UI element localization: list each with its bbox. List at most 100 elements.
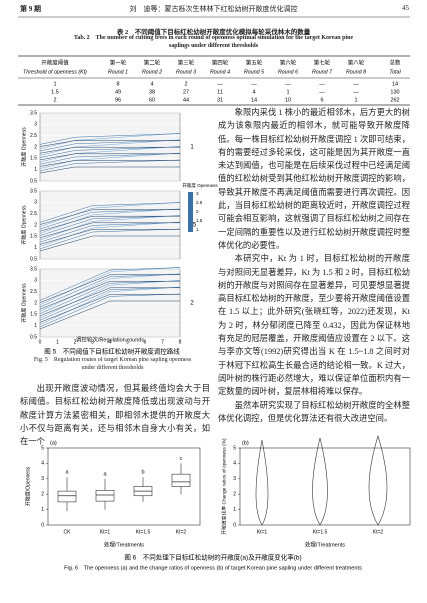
y-tick-label: 0 xyxy=(41,522,44,528)
route-line xyxy=(39,222,181,243)
y-axis-label: 开敞度变化率 Change ratios of openness (%) xyxy=(220,438,227,535)
page-number: 45 xyxy=(402,4,409,12)
route-line xyxy=(39,201,181,228)
route-line xyxy=(39,266,181,306)
y-tick-label: 5 xyxy=(233,445,236,451)
table-cell: — xyxy=(353,81,359,87)
x-tick-label: 7 xyxy=(161,339,164,345)
route-line xyxy=(39,221,181,247)
plot-area xyxy=(239,447,411,526)
legend-label: 2 xyxy=(196,209,199,214)
x-axis-label: 处理/Treatments xyxy=(104,540,144,548)
route-line xyxy=(39,287,181,321)
figure-caption: 图 5 不同阈值下目标红松幼树开敞度调控路线 xyxy=(44,347,180,356)
table-cell: 60 xyxy=(149,97,155,103)
text-left: 出现开敞度波动情况，但其最终值均会大于目标阈值。目标红松幼树开敞度降低或出现波动… xyxy=(20,382,210,448)
route-line xyxy=(39,280,181,319)
panel-label: 1 xyxy=(190,145,194,151)
x-tick-label: 1 xyxy=(56,339,59,345)
table-cell: — xyxy=(319,81,325,87)
route-line xyxy=(39,267,181,301)
table-cell: 14 xyxy=(251,97,257,103)
route-line xyxy=(39,202,181,223)
column-header: Total xyxy=(389,69,401,75)
y-tick-label: 2 xyxy=(34,222,37,228)
significance-letter: a xyxy=(103,471,107,477)
x-tick-label: Kt=1 xyxy=(100,529,111,535)
x-tick-label: Kt=2 xyxy=(176,529,187,535)
table-cell: — xyxy=(217,81,223,87)
significance-letter: a xyxy=(65,470,69,476)
column-header: 第四轮 xyxy=(212,58,229,66)
paragraph: 出现开敞度波动情况，但其最终值均会大于目标阈值。目标红松幼树开敞度降低或出现波动… xyxy=(20,384,210,447)
table-cell: 14 xyxy=(392,81,398,87)
route-line xyxy=(39,280,180,310)
column-header: Round 7 xyxy=(312,69,333,75)
y-tick-label: 0.5 xyxy=(30,178,37,184)
route-line xyxy=(39,286,181,325)
y-tick-label: 2 xyxy=(34,144,37,150)
table-cell: 4 xyxy=(150,81,153,87)
legend-title: 开敞度 Openness xyxy=(182,182,218,189)
route-line xyxy=(39,146,181,163)
y-tick-label: 3 xyxy=(34,200,37,206)
significance-letter: b xyxy=(141,470,144,476)
route-line xyxy=(39,209,180,225)
route-line xyxy=(39,139,181,156)
column-header: 第五轮 xyxy=(246,58,263,66)
paragraph: 象限内采伐 1 株小的最近相邻木，后方更大的树成为该象限内最近的相邻木，就可能导… xyxy=(218,108,410,250)
figure-caption: Fig. 6 The openness (a) and the change r… xyxy=(64,565,362,571)
y-axis-label: 开敞度/Openness xyxy=(24,466,31,506)
legend-label: 2.5 xyxy=(196,200,203,205)
route-line xyxy=(39,139,181,152)
table-cell: — xyxy=(251,81,257,87)
route-line xyxy=(39,146,181,158)
y-tick-label: 4 xyxy=(233,461,236,467)
x-tick-label: Kt=1 xyxy=(257,529,268,535)
table-cell: — xyxy=(285,81,291,87)
y-tick-label: 3.5 xyxy=(30,266,37,272)
plot-area xyxy=(39,112,181,182)
y-tick-label: 0.5 xyxy=(30,334,37,340)
y-axis-label: 开敞度 Openness xyxy=(20,283,27,323)
y-tick-label: 1 xyxy=(34,323,37,329)
column-header: Threshold of openness (Kt) xyxy=(23,69,87,75)
y-tick-label: 2 xyxy=(34,300,37,306)
y-tick-label: 2.5 xyxy=(30,289,37,295)
table-cell: 38 xyxy=(149,89,155,95)
box xyxy=(57,490,77,503)
column-header: Round 3 xyxy=(176,69,196,75)
x-tick-label: 0 xyxy=(39,339,42,345)
y-tick-label: 0 xyxy=(233,522,236,528)
route-line xyxy=(39,228,181,250)
route-line xyxy=(39,273,181,312)
plot-area xyxy=(39,190,181,260)
column-header: Round 4 xyxy=(210,69,230,75)
route-line xyxy=(39,235,180,252)
x-tick-label: 3 xyxy=(91,339,94,345)
y-tick-label: 2.5 xyxy=(30,211,37,217)
route-line xyxy=(39,152,181,169)
y-tick-label: 3 xyxy=(41,476,44,482)
table-cell: 27 xyxy=(183,89,189,95)
box xyxy=(171,473,191,487)
legend-label: 1.5 xyxy=(196,218,203,223)
panel-label: (b) xyxy=(242,440,249,446)
column-header: Round 6 xyxy=(278,69,298,75)
y-axis-label: 开敞度 Openness xyxy=(20,205,27,245)
table-cell: 6 xyxy=(320,97,323,103)
y-tick-label: 3 xyxy=(34,122,37,128)
route-line xyxy=(39,229,180,245)
column-header: 第三轮 xyxy=(178,58,195,66)
column-header: Round 8 xyxy=(346,69,366,75)
violin-outline xyxy=(255,434,388,526)
caption-box: Fig. 5 Regulation routes of target Korea… xyxy=(34,357,191,371)
route-line xyxy=(39,208,181,234)
y-tick-label: 3.5 xyxy=(30,110,37,116)
route-line xyxy=(39,160,180,167)
table-cell: 10 xyxy=(285,97,291,103)
y-tick-label: 1 xyxy=(233,507,236,513)
route-line xyxy=(39,153,180,161)
column-header: 开敞度阈值 xyxy=(41,58,69,66)
column-header: 第六轮 xyxy=(280,58,297,66)
